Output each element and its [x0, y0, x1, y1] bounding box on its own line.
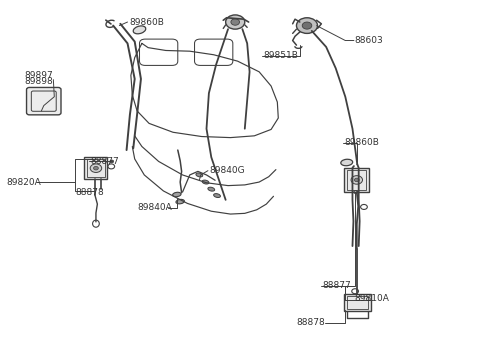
Circle shape: [351, 176, 362, 184]
FancyBboxPatch shape: [344, 168, 369, 192]
FancyBboxPatch shape: [26, 87, 61, 115]
FancyBboxPatch shape: [344, 294, 371, 311]
Ellipse shape: [196, 173, 203, 177]
Circle shape: [94, 166, 98, 170]
Text: 89840G: 89840G: [209, 166, 244, 175]
Circle shape: [354, 178, 359, 182]
Text: 88877: 88877: [323, 281, 351, 290]
Text: 89810A: 89810A: [355, 294, 390, 303]
FancyArrowPatch shape: [106, 20, 111, 24]
Circle shape: [302, 22, 312, 29]
Circle shape: [90, 164, 102, 172]
Circle shape: [297, 18, 318, 34]
Text: 88878: 88878: [297, 318, 325, 327]
Text: 89860B: 89860B: [129, 17, 164, 26]
Ellipse shape: [208, 187, 215, 191]
Text: 88878: 88878: [75, 187, 104, 196]
Text: 89898: 89898: [24, 77, 53, 86]
Ellipse shape: [214, 193, 220, 197]
Ellipse shape: [176, 200, 184, 204]
Text: 88877: 88877: [91, 157, 120, 166]
Text: 89840A: 89840A: [137, 203, 172, 212]
Ellipse shape: [133, 26, 146, 34]
Text: 89897: 89897: [24, 71, 53, 80]
Ellipse shape: [173, 192, 181, 197]
Ellipse shape: [202, 180, 209, 184]
FancyBboxPatch shape: [84, 157, 108, 179]
Text: 89851B: 89851B: [263, 51, 298, 60]
Circle shape: [231, 19, 240, 25]
Text: 89860B: 89860B: [344, 139, 379, 147]
Text: 89820A: 89820A: [6, 177, 41, 187]
Text: 88603: 88603: [355, 36, 384, 45]
Ellipse shape: [341, 159, 353, 166]
Circle shape: [110, 160, 114, 163]
Circle shape: [226, 15, 245, 29]
